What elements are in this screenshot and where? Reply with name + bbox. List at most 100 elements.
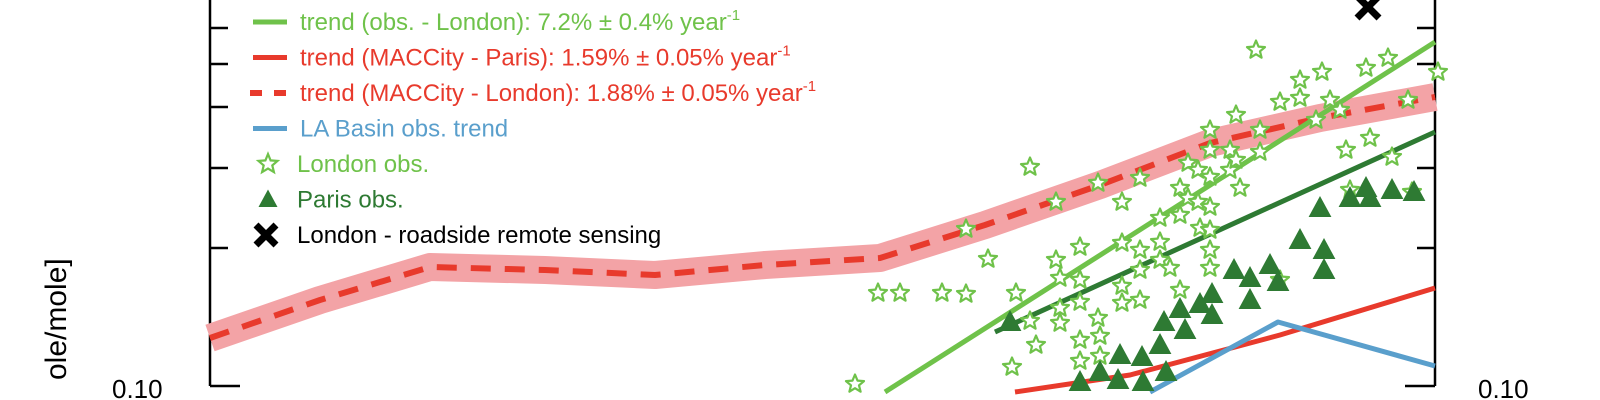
london-obs-point: [1319, 89, 1341, 109]
legend-entry-remote: London - roadside remote sensing: [253, 222, 661, 249]
paris-obs-point: [1200, 303, 1224, 324]
paris-obs-point: [1148, 333, 1172, 354]
london-obs-point: [1397, 89, 1419, 109]
paris-obs-point: [1088, 360, 1112, 381]
london-obs-point: [1049, 297, 1071, 317]
markers: [844, 0, 1449, 393]
london-obs-point: [1359, 127, 1381, 147]
london-obs-point: [1129, 239, 1151, 259]
legend-label: trend (MACCity - London): 1.88% ± 0.05% …: [300, 78, 816, 107]
london-obs-point: [1149, 207, 1171, 227]
london-obs-point: [844, 373, 866, 393]
paris-obs-point: [1258, 253, 1282, 274]
legend-label: trend (obs. - London): 7.2% ± 0.4% year-…: [300, 7, 740, 36]
london-obs-point: [1149, 231, 1171, 251]
london-obs-point: [1069, 329, 1091, 349]
london-obs-point: [1069, 350, 1091, 370]
legend-entry-la-basin: LA Basin obs. trend: [253, 116, 508, 143]
paris-obs-point: [1380, 178, 1404, 199]
london-obs-point: [1001, 356, 1023, 376]
left-tick-label: 0.10: [112, 374, 163, 400]
london-obs-point: [1289, 87, 1311, 107]
paris-obs-point: [1358, 186, 1382, 207]
la-basin-line: [1148, 319, 1436, 395]
london-obs-point: [1089, 325, 1111, 345]
london-obs-point: [1069, 269, 1091, 289]
paris-obs-point: [1106, 368, 1130, 389]
london-obs-point: [1329, 99, 1351, 119]
paris-obs-point: [1238, 266, 1262, 287]
london-obs-point: [1111, 292, 1133, 312]
legend-label: London obs.: [297, 151, 429, 178]
london-obs-point: [955, 283, 977, 303]
paris-obs-point: [1222, 258, 1246, 279]
london-obs-point: [1229, 177, 1251, 197]
london-obs-point: [1045, 249, 1067, 269]
paris-obs-point: [1188, 292, 1212, 313]
legend-entry-obs-london-trend: trend (obs. - London): 7.2% ± 0.4% year-…: [253, 7, 740, 36]
london-obs-point: [1025, 334, 1047, 354]
left-ticks: [210, 26, 240, 388]
london-obs-point: [889, 282, 911, 302]
legend-label: Paris obs.: [297, 187, 404, 214]
london-obs-point: [1129, 289, 1151, 309]
london-obs-point: [1199, 166, 1221, 186]
maccity-paris-line: [1014, 285, 1436, 395]
london-obs-point: [1069, 236, 1091, 256]
london-obs-point: [1005, 282, 1027, 302]
legend-entry-maccity-london: trend (MACCity - London): 1.88% ± 0.05% …: [250, 78, 816, 107]
paris-obs-point: [1200, 282, 1224, 303]
paris-obs-point: [1308, 196, 1332, 217]
london-obs-point: [1087, 172, 1109, 192]
london-obs-point: [1049, 267, 1071, 287]
paris-obs-point: [1312, 258, 1336, 279]
london-obs-point: [1355, 57, 1377, 77]
paris-obs-point: [998, 310, 1022, 331]
paris-obs-point: [1402, 180, 1426, 201]
london-obs-point: [1225, 104, 1247, 124]
london-obs-point: [1249, 141, 1271, 161]
london-obs-point: [867, 282, 889, 302]
paris-obs-point: [1130, 345, 1154, 366]
london-obs-point: [1269, 91, 1291, 111]
london-obs-point: [1111, 275, 1133, 295]
london-obs-point: [931, 282, 953, 302]
paris-obs-point: [1154, 360, 1178, 381]
london-obs-point: [1199, 239, 1221, 259]
london-obs-point: [1199, 257, 1221, 277]
paris-obs-point: [1152, 310, 1176, 331]
london-obs-point: [1169, 279, 1191, 299]
london-obs-point: [1069, 291, 1091, 311]
london-obs-point: [1019, 310, 1041, 330]
paris-obs-point: [1312, 238, 1336, 259]
london-obs-point: [977, 248, 999, 268]
legend: trend (obs. - London): 7.2% ± 0.4% year-…: [250, 7, 816, 249]
right-tick-label: 0.10: [1478, 374, 1529, 400]
paris-obs-point: [1168, 297, 1192, 318]
legend-entry-paris-obs: Paris obs.: [258, 187, 404, 214]
london-obs-point: [1111, 232, 1133, 252]
london-obs-point: [1159, 257, 1181, 277]
london-obs-point: [1225, 149, 1247, 169]
legend-label: trend (MACCity - Paris): 1.59% ± 0.05% y…: [300, 43, 791, 72]
legend-swatch: [253, 222, 279, 248]
london-obs-point: [1219, 159, 1241, 179]
maccity-london-trend-line: [209, 94, 1436, 341]
london-obs-point: [1199, 119, 1221, 139]
roadside-remote-sensing-point: [1354, 0, 1382, 21]
paris-obs-point: [1131, 370, 1155, 391]
legend-entry-maccity-paris: trend (MACCity - Paris): 1.59% ± 0.05% y…: [253, 43, 791, 72]
london-obs-point: [1129, 167, 1151, 187]
y-axis-label: ole/mole]: [40, 258, 73, 380]
paris-obs-point: [1288, 228, 1312, 249]
london-obs-point: [1305, 109, 1327, 129]
london-obs-point: [1149, 249, 1171, 269]
paris-obs-point: [1173, 318, 1197, 339]
paris-obs-point: [1068, 370, 1092, 391]
london-obs-point: [1019, 156, 1041, 176]
london-obs-point: [1427, 61, 1449, 81]
paris-obs-point: [1338, 186, 1362, 207]
london-obs-point: [1111, 191, 1133, 211]
london-obs-point: [1311, 61, 1333, 81]
